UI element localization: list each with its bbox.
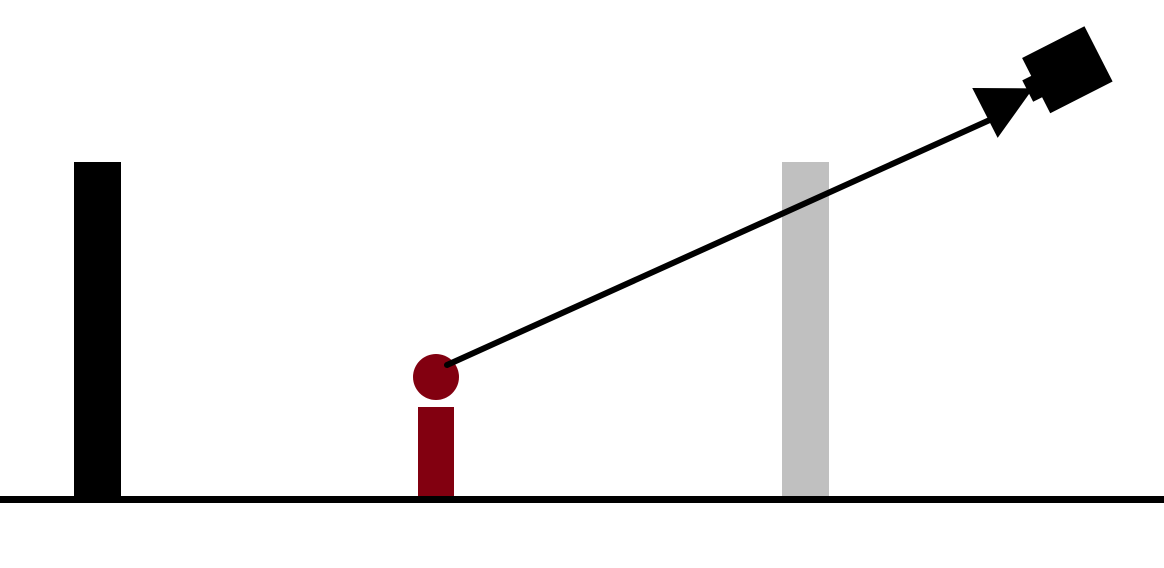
person-body <box>418 407 454 499</box>
gray-pillar <box>782 162 829 499</box>
camera-neck <box>1022 74 1046 102</box>
camera-icon <box>972 26 1113 138</box>
camera-lens <box>972 87 1034 138</box>
sight-line <box>444 111 1006 368</box>
camera-body <box>1022 26 1113 114</box>
black-pillar <box>74 162 121 499</box>
ground-line <box>0 496 1164 503</box>
person-figure <box>413 354 459 499</box>
